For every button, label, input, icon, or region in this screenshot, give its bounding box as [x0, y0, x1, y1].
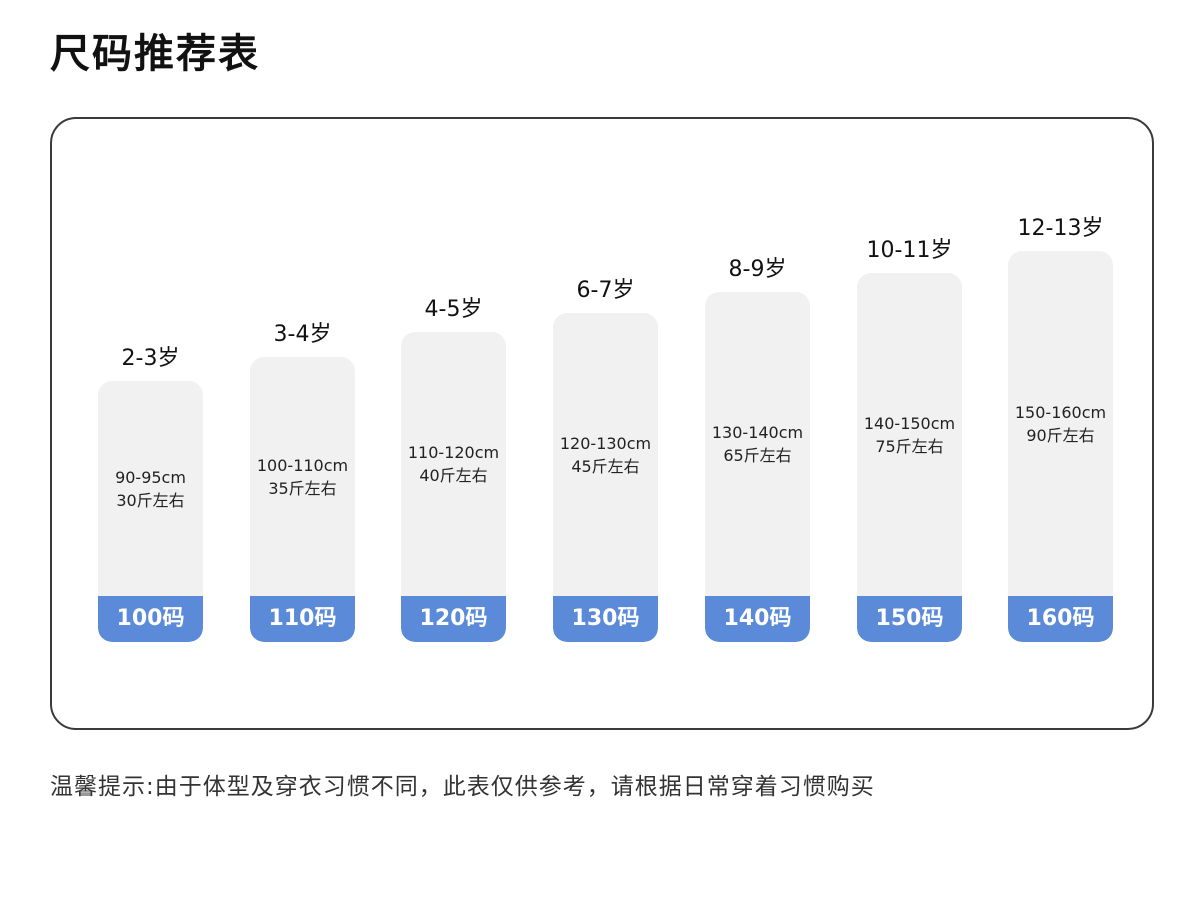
height-range: 120-130cm: [559, 434, 652, 453]
age-label: 3-4岁: [273, 322, 332, 347]
footer-note: 温馨提示:由于体型及穿衣习惯不同，此表仅供参考，请根据日常穿着习惯购买: [50, 774, 875, 800]
page-title: 尺码推荐表: [50, 31, 260, 77]
size-label: 110码: [250, 596, 355, 642]
height-range: 100-110cm: [256, 456, 349, 475]
weight-range: 65斤左右: [723, 446, 792, 465]
size-info: 110-120cm 40斤左右: [401, 441, 506, 487]
age-label: 10-11岁: [866, 238, 953, 263]
age-label: 6-7岁: [576, 278, 635, 303]
size-info: 90-95cm 30斤左右: [98, 466, 203, 512]
size-label: 160码: [1008, 596, 1113, 642]
size-chart-panel: 2-3岁 90-95cm 30斤左右 100码 3-4岁 100-110cm 35斤左右 11…: [50, 117, 1154, 730]
age-label: 4-5岁: [424, 297, 483, 322]
height-range: 90-95cm: [115, 468, 186, 487]
size-label: 100码: [98, 596, 203, 642]
size-bar: 120-130cm 45斤左右 130码: [553, 313, 658, 642]
size-info: 130-140cm 65斤左右: [705, 421, 810, 467]
height-range: 140-150cm: [863, 414, 956, 433]
weight-range: 75斤左右: [875, 437, 944, 456]
size-column: 3-4岁 100-110cm 35斤左右 110码: [250, 119, 355, 642]
weight-range: 90斤左右: [1026, 426, 1095, 445]
size-column: 12-13岁 150-160cm 90斤左右 160码: [1008, 119, 1113, 642]
weight-range: 40斤左右: [419, 466, 488, 485]
size-info: 150-160cm 90斤左右: [1008, 401, 1113, 447]
size-bar: 150-160cm 90斤左右 160码: [1008, 251, 1113, 642]
size-bar: 90-95cm 30斤左右 100码: [98, 381, 203, 642]
size-column: 2-3岁 90-95cm 30斤左右 100码: [98, 119, 203, 642]
weight-range: 45斤左右: [571, 457, 640, 476]
size-bar: 140-150cm 75斤左右 150码: [857, 273, 962, 642]
size-column: 8-9岁 130-140cm 65斤左右 140码: [705, 119, 810, 642]
age-label: 8-9岁: [728, 257, 787, 282]
size-label: 120码: [401, 596, 506, 642]
age-label: 2-3岁: [121, 346, 180, 371]
size-label: 150码: [857, 596, 962, 642]
size-info: 120-130cm 45斤左右: [553, 432, 658, 478]
size-label: 140码: [705, 596, 810, 642]
size-column: 6-7岁 120-130cm 45斤左右 130码: [553, 119, 658, 642]
size-info: 140-150cm 75斤左右: [857, 412, 962, 458]
size-column: 10-11岁 140-150cm 75斤左右 150码: [857, 119, 962, 642]
size-info: 100-110cm 35斤左右: [250, 454, 355, 500]
size-bar: 110-120cm 40斤左右 120码: [401, 332, 506, 642]
weight-range: 35斤左右: [268, 479, 337, 498]
size-bar: 100-110cm 35斤左右 110码: [250, 357, 355, 642]
height-range: 130-140cm: [711, 423, 804, 442]
age-label: 12-13岁: [1017, 216, 1104, 241]
weight-range: 30斤左右: [116, 491, 185, 510]
size-label: 130码: [553, 596, 658, 642]
height-range: 110-120cm: [407, 443, 500, 462]
size-column: 4-5岁 110-120cm 40斤左右 120码: [401, 119, 506, 642]
height-range: 150-160cm: [1014, 403, 1107, 422]
size-bar: 130-140cm 65斤左右 140码: [705, 292, 810, 642]
